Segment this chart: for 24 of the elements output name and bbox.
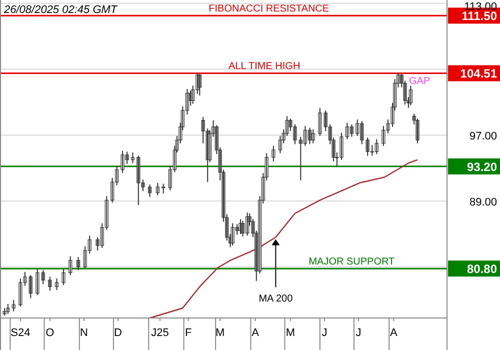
ref-line-label: 104.51 [460, 66, 498, 81]
x-tick-label: N [80, 327, 88, 339]
x-tick-label: A [252, 327, 260, 339]
x-tick-label: J [322, 327, 328, 339]
x-tick-label: J25 [151, 327, 169, 339]
x-tick-label: F [184, 327, 192, 339]
ref-line-label: 80.80 [466, 262, 498, 276]
ref-line-label: 93.20 [466, 160, 498, 174]
annotation: ALL TIME HIGH [228, 61, 300, 72]
y-tick-label: 97.00 [469, 130, 497, 143]
x-tick-label: D [114, 327, 122, 339]
x-tick-label: S24 [10, 327, 30, 339]
x-tick-label: M [286, 327, 296, 339]
annotation: 26/08/2025 02:45 GMT [3, 4, 118, 16]
ref-line-label: 111.50 [462, 9, 498, 24]
annotation: MAJOR SUPPORT [308, 256, 395, 268]
y-tick-label: 89.00 [469, 196, 497, 209]
x-tick-label: O [46, 327, 55, 339]
x-tick-label: M [216, 327, 225, 339]
annotation: GAP [409, 76, 430, 87]
x-tick-label: J [356, 327, 362, 339]
annotation: FIBONACCI RESISTANCE [208, 4, 330, 15]
annotation: MA 200 [258, 293, 294, 304]
x-tick-label: A [390, 327, 398, 339]
